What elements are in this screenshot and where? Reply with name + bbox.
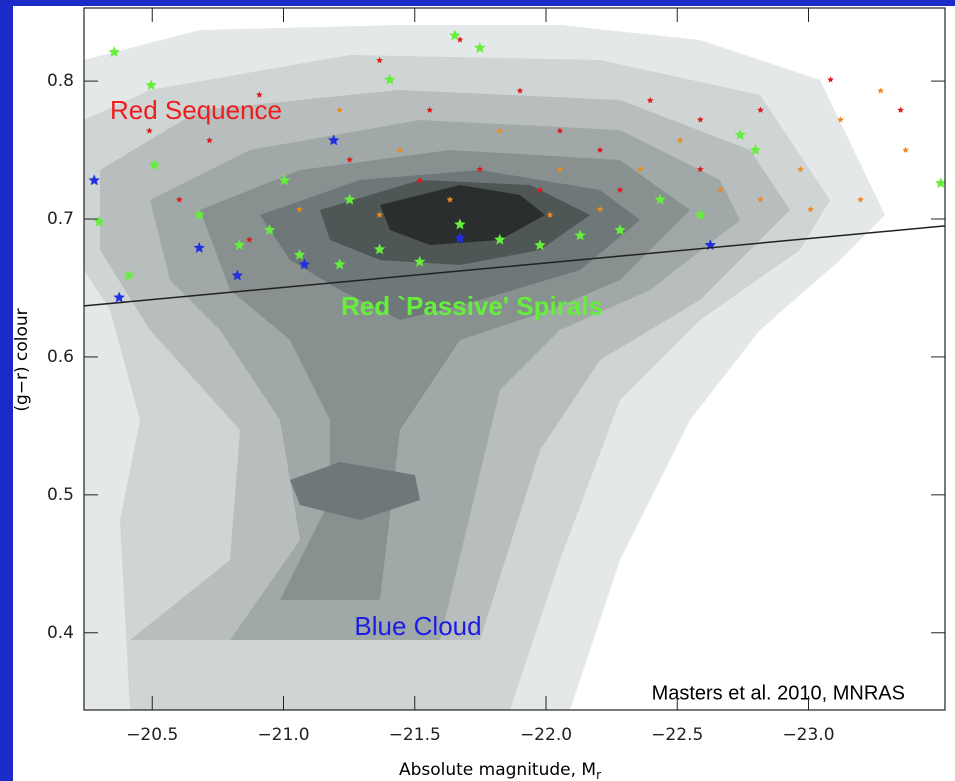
star-point xyxy=(334,258,346,270)
star-point xyxy=(676,136,684,144)
star-point xyxy=(336,106,343,113)
y-tick-label: 0.5 xyxy=(47,485,74,505)
star-point xyxy=(108,46,120,57)
y-axis-label: (g−r) colour xyxy=(12,308,32,411)
star-point xyxy=(456,36,464,43)
star-point xyxy=(88,174,100,186)
star-point xyxy=(278,174,291,186)
star-point xyxy=(474,42,486,53)
star-point xyxy=(343,193,356,205)
star-point xyxy=(414,255,426,267)
x-tick-label: −20.5 xyxy=(126,725,178,745)
y-tick-label: 0.8 xyxy=(47,71,74,91)
star-point xyxy=(476,165,484,173)
star-point xyxy=(857,196,864,203)
star-point xyxy=(734,128,746,140)
star-point xyxy=(807,205,814,213)
star-point xyxy=(877,87,884,94)
star-point xyxy=(426,106,433,113)
star-point xyxy=(256,91,263,98)
star-point xyxy=(449,29,461,41)
star-point xyxy=(373,243,386,255)
star-point xyxy=(636,165,644,173)
x-tick-label: −22.0 xyxy=(520,725,572,745)
star-point xyxy=(574,229,586,241)
x-tick-label: −21.5 xyxy=(389,725,441,745)
star-point xyxy=(646,96,654,104)
star-point xyxy=(797,165,804,173)
star-point xyxy=(233,239,246,251)
star-point xyxy=(376,56,383,64)
star-point xyxy=(298,258,311,270)
star-point xyxy=(376,211,383,218)
star-point xyxy=(534,239,546,251)
star-point xyxy=(616,186,624,193)
star-point xyxy=(146,127,153,134)
star-point xyxy=(596,205,604,213)
annotation: Masters et al. 2010, MNRAS xyxy=(652,682,905,704)
star-point xyxy=(717,186,724,193)
star-point xyxy=(123,269,135,281)
star-point xyxy=(494,233,506,245)
star-point xyxy=(827,76,834,83)
star-point xyxy=(93,215,105,227)
annotation: Blue Cloud xyxy=(354,611,481,641)
star-point xyxy=(145,79,157,91)
density-contours xyxy=(84,25,885,710)
star-point xyxy=(148,159,161,171)
y-tick-label: 0.7 xyxy=(47,209,74,229)
star-point xyxy=(902,146,909,153)
x-tick-label: −22.5 xyxy=(651,725,703,745)
x-axis-label-subscript: r xyxy=(596,768,601,781)
star-point xyxy=(296,205,303,213)
x-tick-label: −21.0 xyxy=(257,725,309,745)
star-point xyxy=(749,144,762,155)
y-tick-label: 0.4 xyxy=(47,623,74,643)
star-point xyxy=(293,248,306,260)
y-tick-label: 0.6 xyxy=(47,347,74,367)
star-point xyxy=(384,73,396,85)
star-point xyxy=(757,106,764,113)
star-point xyxy=(446,196,454,203)
star-point xyxy=(231,269,243,281)
star-point xyxy=(536,186,544,193)
star-point xyxy=(193,242,205,253)
star-point xyxy=(697,165,704,173)
star-point xyxy=(454,218,466,230)
annotation: Red `Passive' Spirals xyxy=(341,291,603,321)
star-point xyxy=(454,232,466,244)
star-point xyxy=(596,146,604,153)
star-point xyxy=(193,208,205,220)
star-point xyxy=(694,208,707,220)
star-point xyxy=(546,211,554,218)
annotation: Red Sequence xyxy=(110,95,282,125)
plot-marks xyxy=(84,29,945,307)
x-axis-label: Absolute magnitude, Mr xyxy=(399,760,601,781)
star-point xyxy=(935,177,945,188)
star-point xyxy=(897,106,904,113)
x-axis-label-text: Absolute magnitude, M xyxy=(399,760,596,780)
star-point xyxy=(837,116,844,123)
star-point xyxy=(416,176,424,184)
star-point xyxy=(176,196,183,203)
star-point xyxy=(327,134,340,146)
star-point xyxy=(516,87,524,94)
star-point xyxy=(757,196,764,203)
star-point xyxy=(246,236,253,243)
star-point xyxy=(206,136,213,144)
star-point xyxy=(496,127,504,134)
star-point xyxy=(113,291,125,303)
star-point xyxy=(346,156,353,163)
x-tick-label: −23.0 xyxy=(782,725,834,745)
star-point xyxy=(654,193,666,205)
star-point xyxy=(614,224,626,235)
star-point xyxy=(556,127,564,134)
plot-frame xyxy=(83,7,946,711)
star-point xyxy=(697,116,704,123)
star-point xyxy=(396,146,404,153)
reference-line xyxy=(84,225,945,307)
star-point xyxy=(556,165,564,173)
star-point xyxy=(263,224,276,235)
